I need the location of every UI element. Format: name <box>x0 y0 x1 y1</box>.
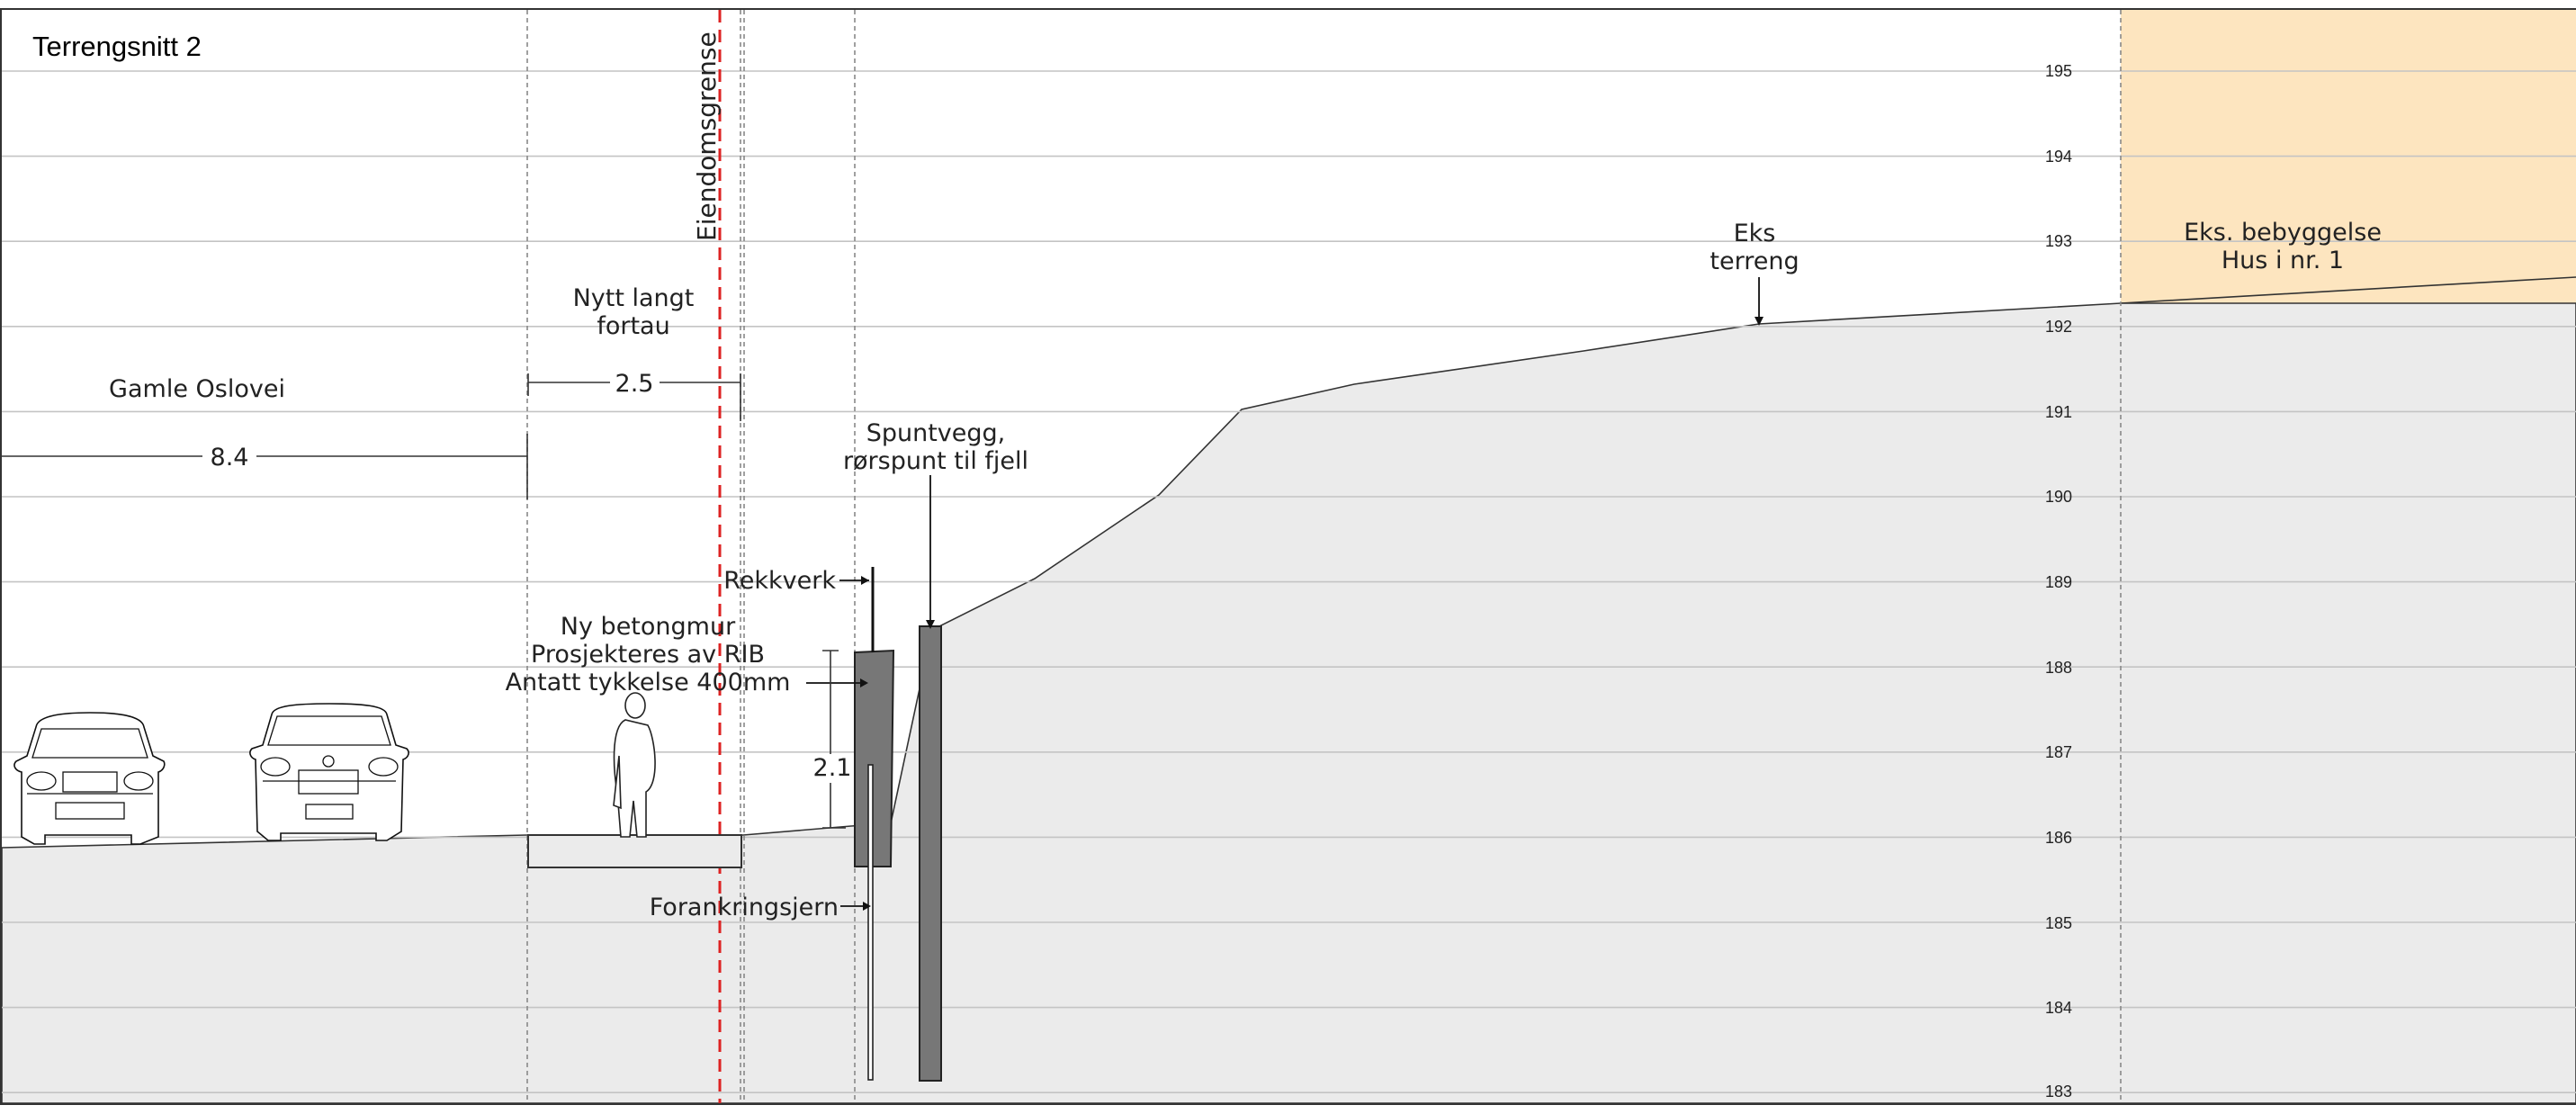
wall-height-label: 2.1 <box>813 754 852 782</box>
sidewalk-slab <box>527 834 742 868</box>
wall-arrow <box>860 678 868 687</box>
elevation-label: 184 <box>2045 999 2072 1017</box>
elevation-label: 190 <box>2045 488 2072 506</box>
elevation-label: 186 <box>2045 829 2072 847</box>
sidewalk-label: fortau <box>597 312 669 340</box>
terrain-arrow <box>1755 317 1764 326</box>
building-slope-line <box>2120 276 2576 304</box>
sheet-pile-arrow <box>926 620 935 629</box>
elevation-label: 189 <box>2045 573 2072 591</box>
wall-label: Ny betongmur <box>561 613 736 641</box>
sidewalk-width-label: 2.5 <box>615 370 654 398</box>
elevation-scale: 195 194 193 192 191 190 189 188 187 186 … <box>2045 62 2072 1101</box>
wall-label: Prosjekteres av RIB <box>531 641 765 669</box>
sheet-pile-label: rørspunt til fjell <box>843 447 1028 475</box>
anchor-rod <box>867 764 874 1081</box>
elevation-label: 188 <box>2045 659 2072 677</box>
property-line-label: Eiendomsgrense <box>692 31 722 241</box>
elevation-label: 192 <box>2045 318 2072 336</box>
pedestrian-figure <box>613 692 656 838</box>
elevation-gridlines <box>2 70 2576 1093</box>
elevation-label: 191 <box>2045 403 2072 421</box>
sheet-pile-wall <box>919 625 942 1082</box>
elevation-label: 187 <box>2045 743 2072 761</box>
road-width-label: 8.4 <box>211 444 249 472</box>
concrete-wall <box>854 649 895 867</box>
car-left <box>13 712 166 845</box>
drawing-title: Terrengsnitt 2 <box>32 31 202 62</box>
road-name-label: Gamle Oslovei <box>109 375 285 403</box>
elevation-label: 195 <box>2045 62 2072 80</box>
railing-label: Rekkverk <box>723 567 836 595</box>
elevation-label: 183 <box>2045 1083 2072 1101</box>
building-label: Eks. bebyggelse <box>2184 219 2382 247</box>
elevation-label: 185 <box>2045 914 2072 932</box>
building-label: Hus i nr. 1 <box>2221 247 2344 274</box>
sidewalk-label: Nytt langt <box>573 284 695 312</box>
railing-arrow <box>861 576 869 585</box>
elevation-label: 193 <box>2045 232 2072 250</box>
wall-label: Antatt tykkelse 400mm <box>506 669 791 696</box>
terrain-label: terreng <box>1710 247 1799 275</box>
car-right <box>249 703 409 841</box>
sheet-pile-label: Spuntvegg, <box>866 419 1006 447</box>
terrain-label: Eks <box>1734 220 1776 247</box>
elevation-label: 194 <box>2045 148 2072 166</box>
anchor-label: Forankringsjern <box>650 894 839 921</box>
ground-profile <box>1 302 2576 1104</box>
anchor-arrow <box>863 902 871 911</box>
